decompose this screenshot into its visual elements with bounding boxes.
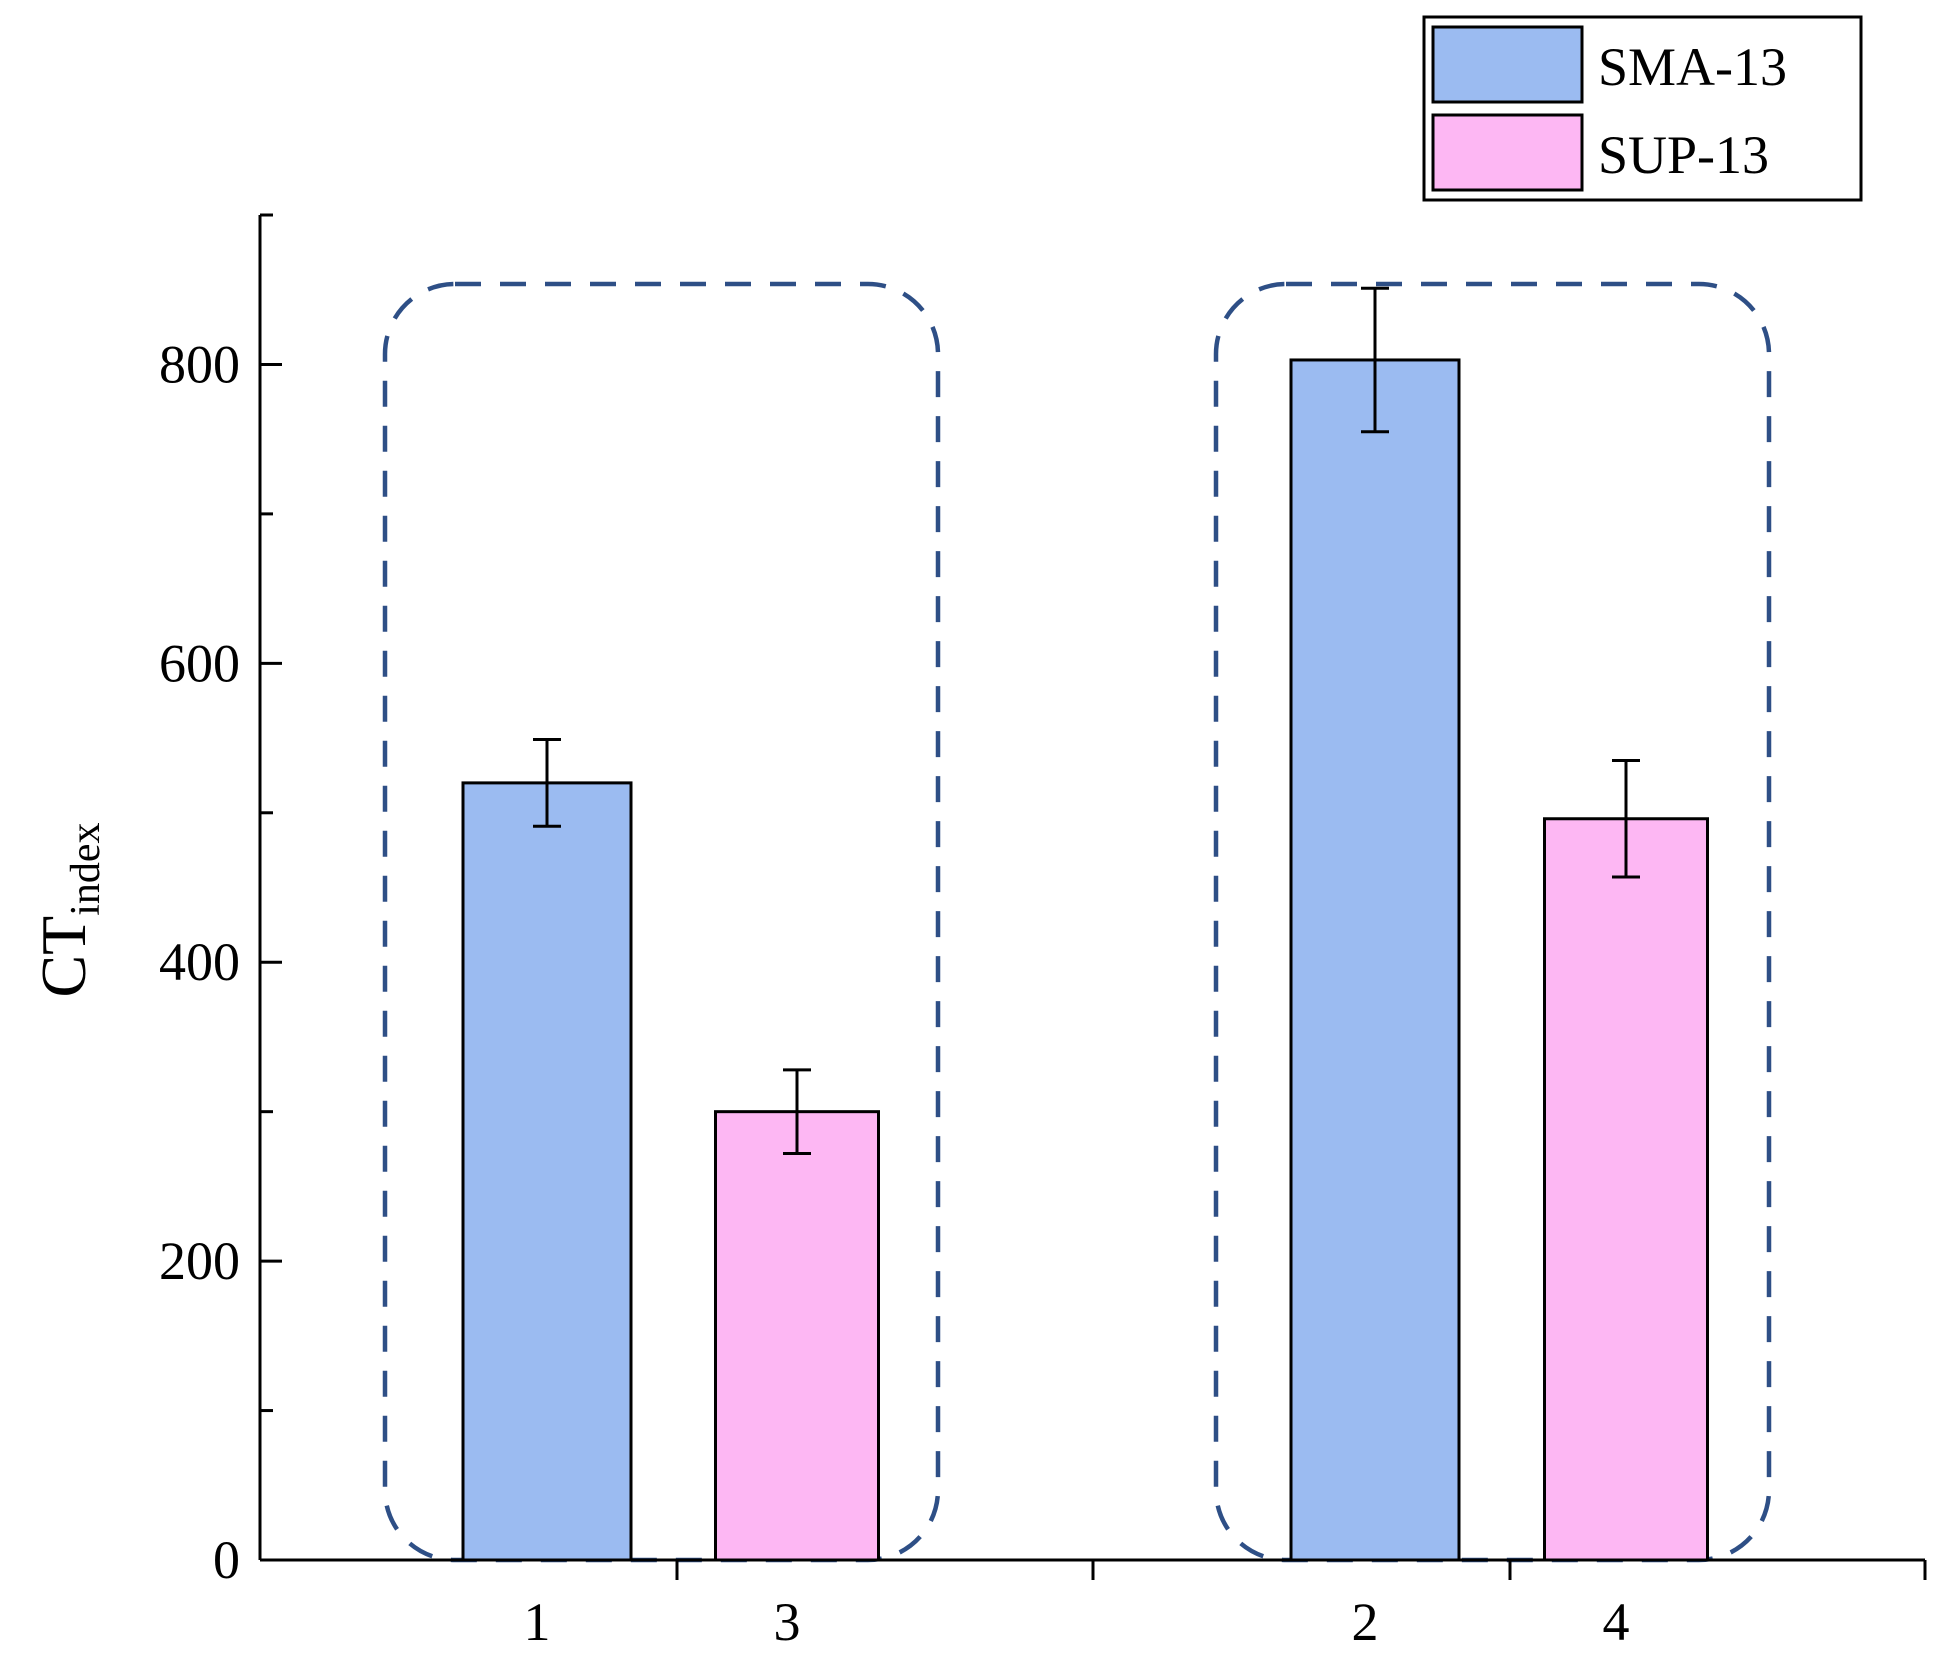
group-highlight-layer — [382, 281, 1772, 1563]
bars-layer — [461, 286, 1709, 1562]
legend-swatch-sma-13 — [1431, 25, 1584, 104]
x-tick-label-3: 3 — [774, 1592, 801, 1652]
group-highlight-box-2 — [1213, 281, 1772, 1563]
y-tick-label: 400 — [159, 932, 240, 992]
y-axis-title: CTindex — [28, 822, 109, 997]
axes-layer: CTindex 0 200 400 600 800 1 3 2 4 — [28, 213, 1927, 1652]
y-tick-label: 200 — [159, 1231, 240, 1291]
bar-3 — [714, 1110, 880, 1562]
bar-1 — [461, 781, 633, 1562]
legend: SMA-13 SUP-13 — [1422, 15, 1863, 202]
group-highlight-box-1 — [382, 281, 941, 1563]
x-tick-label-2: 2 — [1352, 1592, 1379, 1652]
y-tick-label: 0 — [213, 1530, 240, 1590]
y-axis-title-main: CT — [28, 916, 99, 998]
y-tick-label: 800 — [159, 334, 240, 394]
y-axis-title-subscript: index — [63, 822, 109, 915]
legend-swatch-sup-13 — [1431, 113, 1584, 192]
legend-label-sup-13: SUP-13 — [1598, 125, 1769, 185]
x-tick-label-4: 4 — [1603, 1592, 1630, 1652]
legend-label-sma-13: SMA-13 — [1598, 37, 1787, 97]
bar-2 — [1289, 358, 1461, 1562]
x-tick-label-1: 1 — [524, 1592, 551, 1652]
bar-4 — [1543, 817, 1709, 1562]
y-tick-label: 600 — [159, 633, 240, 693]
